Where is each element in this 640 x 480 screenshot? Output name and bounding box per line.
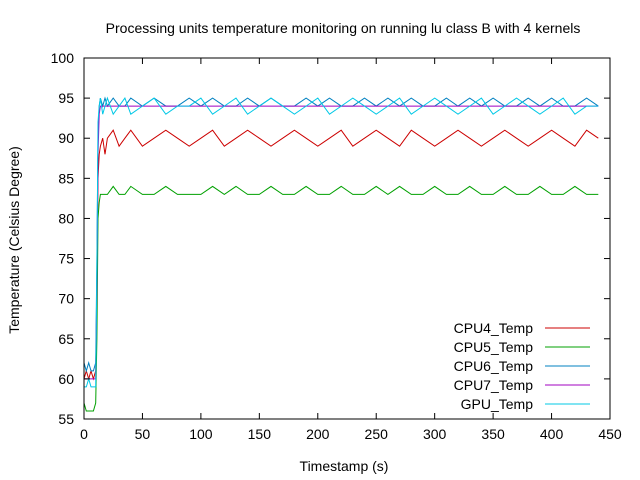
y-axis-label: Temperature (Celsius Degree): [6, 146, 22, 334]
series-line-cpu4-temp: [83, 129, 599, 381]
series-line-cpu7-temp: [84, 105, 599, 380]
y-tick-label: 95: [58, 90, 74, 106]
y-tick-label: 70: [58, 291, 74, 307]
y-tick-label: 80: [58, 210, 74, 226]
x-tick-label: 350: [481, 426, 505, 442]
x-tick-label: 450: [598, 426, 622, 442]
legend-label: GPU_Temp: [461, 396, 534, 412]
x-tick-label: 300: [423, 426, 447, 442]
series-line-cpu5-temp: [83, 185, 599, 412]
legend-label: CPU4_Temp: [454, 320, 534, 336]
plot-frame: [83, 57, 611, 420]
y-tick-label: 75: [58, 251, 74, 267]
x-tick-label: 400: [540, 426, 564, 442]
x-tick-label: 150: [248, 426, 272, 442]
x-tick-label: 100: [189, 426, 213, 442]
y-tick-label: 85: [58, 170, 74, 186]
legend-label: CPU7_Temp: [454, 377, 534, 393]
chart-title: Processing units temperature monitoring …: [106, 20, 581, 36]
x-tick-label: 50: [135, 426, 151, 442]
x-axis: 0 50 100 150 200 250 300 350 400 450: [80, 58, 622, 442]
x-axis-label: Timestamp (s): [300, 458, 389, 474]
y-tick-label: 65: [58, 331, 74, 347]
y-tick-label: 55: [58, 411, 74, 427]
series-layer: [83, 96, 599, 412]
y-tick-label: 60: [58, 371, 74, 387]
x-tick-label: 200: [306, 426, 330, 442]
y-tick-label: 90: [58, 130, 74, 146]
legend-label: CPU6_Temp: [454, 358, 534, 374]
series-line-gpu-temp: [84, 96, 599, 388]
x-tick-label: 0: [80, 426, 88, 442]
legend: CPU4_Temp CPU5_Temp CPU6_Temp CPU7_Temp GPU_…: [454, 320, 590, 412]
y-axis: 55 60 65 70 75 80 85 90 95 100: [51, 50, 610, 427]
x-tick-label: 250: [365, 426, 389, 442]
legend-label: CPU5_Temp: [454, 339, 534, 355]
y-tick-label: 100: [51, 50, 75, 66]
